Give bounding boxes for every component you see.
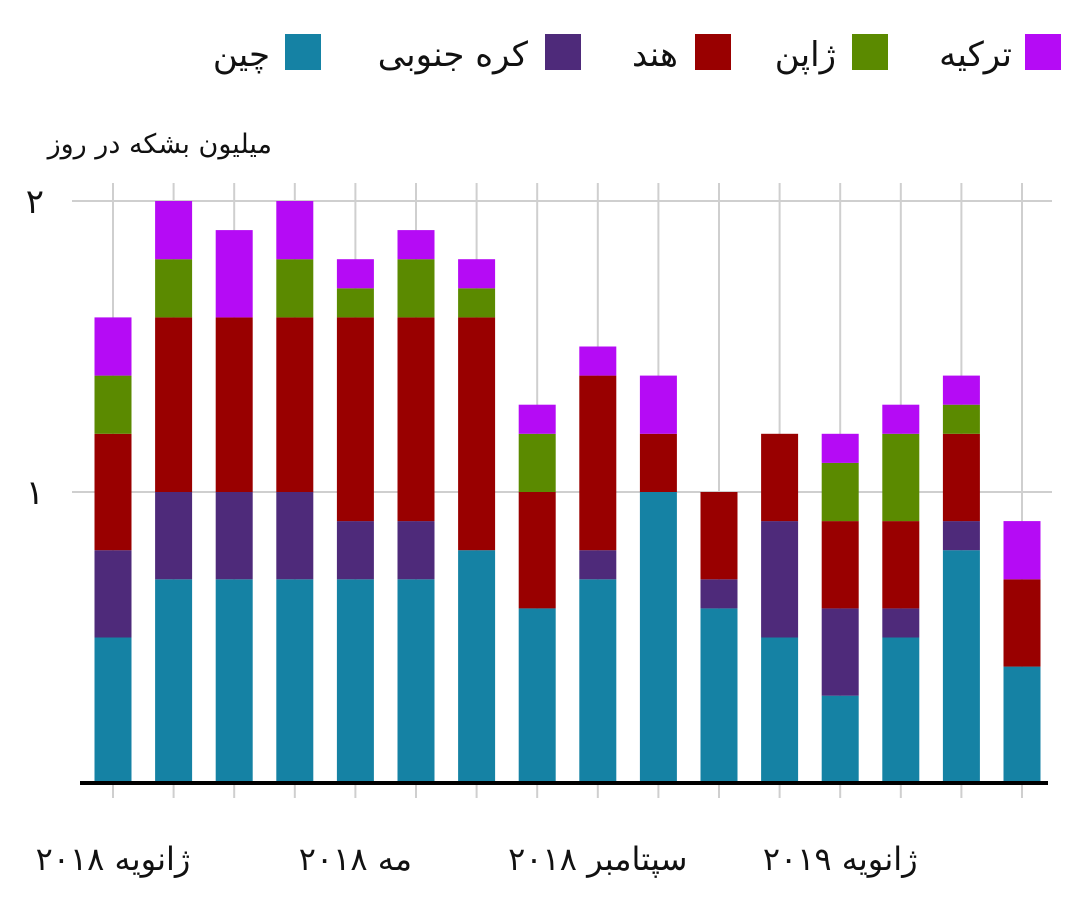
bar-segment (882, 521, 920, 609)
bar-segment (458, 550, 496, 783)
bar-segment (276, 492, 314, 580)
legend-label: هند (632, 35, 678, 75)
bar-segment (579, 579, 617, 783)
bar-segment (942, 550, 980, 783)
bar-segment (761, 637, 799, 783)
bar-segment (215, 230, 253, 318)
bar-segment (1003, 579, 1041, 667)
bar-segment (397, 521, 435, 580)
legend-swatch (1025, 34, 1061, 70)
bar-segment (155, 317, 193, 492)
bar-segment (94, 637, 132, 783)
x-tick-label: مه ۲۰۱۸ (299, 840, 412, 878)
legend-swatch (695, 34, 731, 70)
x-tick-label: ژانویه ۲۰۱۸ (36, 840, 191, 878)
bar-segment (215, 492, 253, 580)
bar-segment (276, 579, 314, 783)
bar-segment (821, 462, 859, 522)
bar-segment (942, 404, 980, 434)
bar-segment (155, 201, 193, 260)
y-tick-label: ۱ (26, 473, 44, 513)
bar-segment (336, 317, 374, 522)
bar-segment (276, 317, 314, 492)
bar-segment (518, 492, 556, 609)
legend-label: کره جنوبی (378, 35, 529, 75)
bar-segment (761, 521, 799, 638)
bar-segment (700, 492, 738, 580)
bar-segment (458, 317, 496, 551)
legend-swatch (285, 34, 321, 70)
bar-segment (821, 521, 859, 609)
bar-segment (336, 521, 374, 580)
legend-label: ژاپن (775, 35, 836, 75)
y-tick-labels: ۱۲ (26, 182, 44, 513)
y-tick-label: ۲ (26, 182, 44, 222)
bar-segment (761, 433, 799, 522)
bar-segment (336, 259, 374, 289)
x-tick-labels: ژانویه ۲۰۱۸ مه ۲۰۱۸ سپتامبر ۲۰۱۸ ژانویه ۲۰۱… (36, 840, 918, 878)
bar-segment (94, 317, 132, 376)
bar-segment (942, 433, 980, 522)
bar-segment (155, 259, 193, 318)
bar-segment (821, 608, 859, 696)
legend-label: چین (213, 35, 270, 75)
bar-segment (882, 608, 920, 638)
bar-segment (639, 433, 677, 492)
x-tick-label: سپتامبر ۲۰۱۸ (508, 840, 687, 878)
bar-segment (215, 317, 253, 492)
bar-segment (882, 637, 920, 783)
bar-segment (639, 375, 677, 434)
legend-swatch (545, 34, 581, 70)
bar-segment (397, 230, 435, 260)
bar-segment (579, 550, 617, 580)
bar-segment (336, 579, 374, 783)
x-tick-label: ژانویه ۲۰۱۹ (763, 840, 918, 878)
legend: چین کره جنوبی هند ژاپن ترکیه (213, 34, 1061, 75)
bar-segment (1003, 521, 1041, 580)
bar-segment (518, 404, 556, 434)
bar-segment (942, 375, 980, 405)
bar-segment (397, 579, 435, 783)
bar-segment (397, 317, 435, 522)
bar-segment (397, 259, 435, 318)
bar-segment (882, 433, 920, 522)
bar-segment (1003, 666, 1041, 783)
y-axis-title: میلیون بشکه در روز (46, 129, 272, 160)
bar-segment (94, 433, 132, 551)
bar-segment (518, 608, 556, 783)
bar-segment (942, 521, 980, 551)
bar-segment (276, 201, 314, 260)
bar-segment (94, 375, 132, 434)
bar-segment (518, 433, 556, 492)
bar-segment (215, 579, 253, 783)
bar-segment (821, 695, 859, 783)
bar-segment (700, 608, 738, 783)
bar-segment (276, 259, 314, 318)
bar-segment (579, 346, 617, 376)
bar-segment (639, 492, 677, 783)
bar-segment (579, 375, 617, 551)
bar-segment (155, 492, 193, 580)
legend-swatch (852, 34, 888, 70)
bars (94, 201, 1041, 783)
bar-segment (458, 288, 496, 318)
bar-segment (155, 579, 193, 783)
bar-segment (336, 288, 374, 318)
bar-segment (700, 579, 738, 609)
bar-segment (882, 404, 920, 434)
bar-segment (94, 550, 132, 638)
bar-segment (458, 259, 496, 289)
legend-label: ترکیه (939, 35, 1012, 75)
bar-segment (821, 433, 859, 463)
